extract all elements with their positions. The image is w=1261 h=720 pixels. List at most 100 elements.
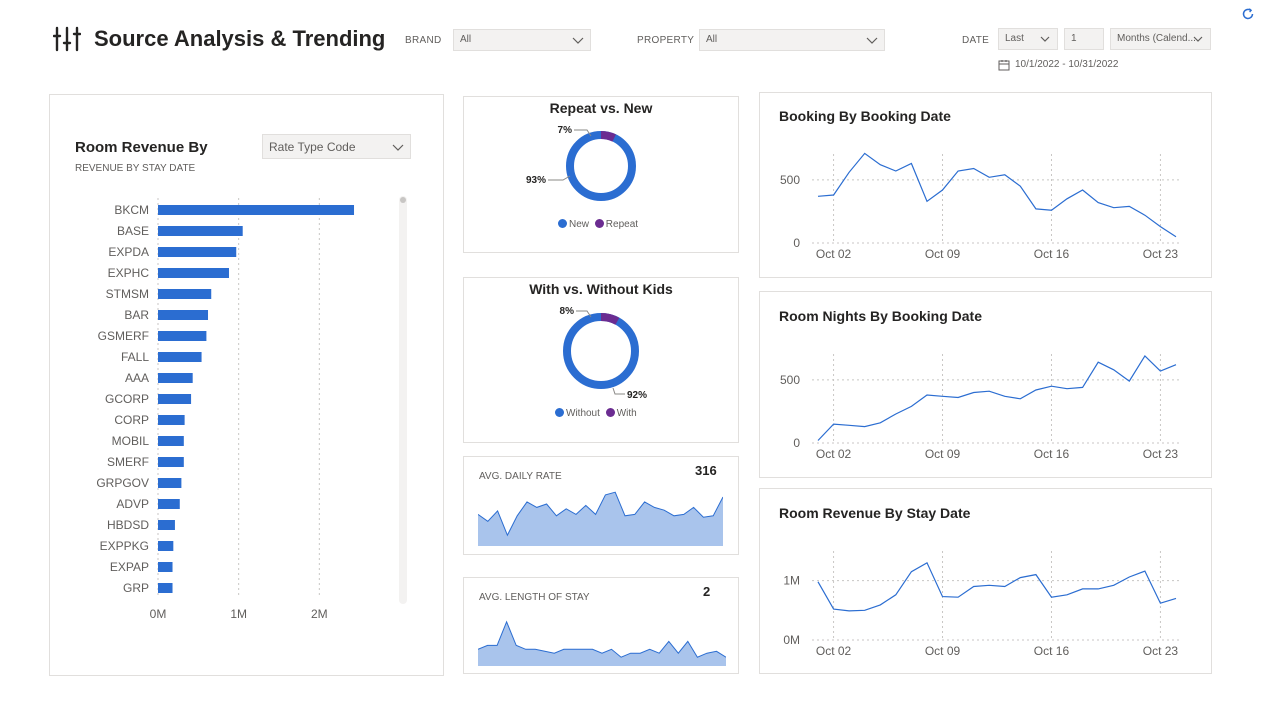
repeat-vs-new-legend: New Repeat — [558, 219, 638, 230]
data-label: 8% — [560, 306, 575, 317]
repeat-vs-new-donut: 93% 7% — [526, 125, 636, 201]
sliders-icon — [53, 26, 81, 52]
brand-dropdown[interactable]: All — [453, 29, 591, 51]
x-tick-label: Oct 09 — [925, 644, 961, 658]
leader-line — [574, 129, 592, 137]
x-tick-label: Oct 02 — [816, 247, 852, 261]
chevron-down-icon — [392, 144, 404, 151]
category-label: EXPPKG — [100, 539, 149, 553]
room-revenue-title: Room Revenue By — [75, 139, 208, 156]
booking-title: Booking By Booking Date — [779, 108, 951, 124]
area-fill — [478, 492, 723, 546]
data-label: 92% — [627, 390, 647, 401]
category-label: BAR — [124, 308, 149, 322]
category-label: FALL — [121, 350, 149, 364]
x-tick-label: Oct 23 — [1143, 644, 1179, 658]
date-mode-value: Last — [1005, 33, 1024, 44]
chevron-down-icon — [572, 37, 584, 44]
bar — [158, 478, 182, 488]
bar — [158, 583, 173, 593]
bar — [158, 457, 184, 467]
room-revenue-card — [49, 94, 444, 676]
kids-donut: 92% 8% — [560, 306, 648, 401]
donut-slice-repeat — [566, 131, 636, 201]
bar — [158, 373, 193, 383]
area-line — [478, 620, 726, 658]
category-label: CORP — [114, 413, 149, 427]
category-label: GRPGOV — [96, 476, 149, 490]
refresh-icon[interactable] — [1241, 7, 1255, 21]
bar — [158, 436, 184, 446]
data-label: 7% — [558, 125, 573, 136]
adr-area-chart — [478, 491, 723, 546]
date-count-value: 1 — [1071, 33, 1077, 44]
donut-slice-without — [563, 313, 639, 389]
y-tick-label: 0 — [793, 436, 800, 450]
date-mode-dropdown[interactable]: Last — [998, 28, 1058, 50]
revenue-stay-title: Room Revenue By Stay Date — [779, 505, 971, 521]
series-line — [817, 561, 1177, 612]
bar — [158, 310, 209, 320]
series-line — [817, 354, 1177, 441]
brand-label: BRAND — [405, 35, 442, 46]
adr-value: 316 — [695, 463, 717, 478]
category-label: MOBIL — [112, 434, 150, 448]
legend-dot-repeat — [594, 219, 604, 228]
los-value: 2 — [703, 584, 711, 599]
bar — [158, 289, 212, 299]
y-tick-label: 500 — [780, 173, 800, 187]
legend-with: With — [616, 408, 637, 419]
category-label: STMSM — [106, 287, 149, 301]
bar — [158, 352, 202, 362]
donut-slice-new — [566, 131, 636, 201]
leader-line — [548, 175, 571, 181]
data-label: 93% — [526, 175, 546, 186]
legend-dot-new — [558, 219, 567, 228]
bar — [158, 520, 175, 530]
los-area-chart — [478, 620, 726, 666]
x-tick-label: Oct 23 — [1143, 247, 1179, 261]
category-label: EXPDA — [108, 245, 149, 259]
category-label: SMERF — [107, 455, 149, 469]
x-tick-label: Oct 02 — [816, 447, 852, 461]
leader-line — [576, 310, 592, 318]
calendar-icon[interactable] — [998, 59, 1010, 71]
bar — [158, 541, 174, 551]
room-nights-card — [759, 291, 1212, 478]
date-count-input[interactable]: 1 — [1064, 28, 1104, 50]
chart-scrollbar[interactable] — [399, 196, 407, 604]
repeat-vs-new-title: Repeat vs. New — [549, 100, 653, 116]
category-label: GCORP — [105, 392, 149, 406]
x-tick-label: Oct 23 — [1143, 447, 1179, 461]
legend-dot-without — [555, 408, 564, 417]
category-label: AAA — [125, 371, 149, 385]
rate-type-dropdown[interactable]: Rate Type Code — [262, 134, 411, 159]
bar — [158, 268, 229, 278]
bar — [158, 499, 180, 509]
bar — [158, 205, 355, 215]
date-unit-dropdown[interactable]: Months (Calend... — [1110, 28, 1211, 50]
y-tick-label: 0 — [793, 236, 800, 250]
room-revenue-subtitle: REVENUE BY STAY DATE — [75, 163, 196, 174]
page-title: Source Analysis & Trending — [94, 26, 386, 51]
chevron-down-icon — [1193, 36, 1203, 42]
legend-dot-with — [605, 408, 615, 417]
booking-line-chart: Oct 02 Oct 09 Oct 16 Oct 23 0 500 — [780, 152, 1182, 261]
revenue-stay-card — [759, 488, 1212, 674]
series-line — [817, 152, 1177, 238]
brand-dropdown-value: All — [460, 34, 472, 45]
date-range-text: 10/1/2022 - 10/31/2022 — [1015, 59, 1119, 70]
legend-without: Without — [566, 408, 600, 419]
kids-legend: Without With — [555, 408, 637, 419]
property-dropdown[interactable]: All — [699, 29, 885, 51]
category-label: BKCM — [114, 203, 149, 217]
category-label: ADVP — [116, 497, 149, 511]
room-nights-line-chart: Oct 02 Oct 09 Oct 16 Oct 23 0 500 — [780, 354, 1182, 461]
date-label: DATE — [962, 35, 990, 46]
legend-new: New — [569, 219, 590, 230]
property-label: PROPERTY — [637, 35, 695, 46]
x-tick-label: 2M — [311, 607, 328, 621]
scrollbar-thumb[interactable] — [400, 197, 406, 203]
bar — [158, 226, 243, 236]
legend-repeat: Repeat — [605, 219, 639, 230]
